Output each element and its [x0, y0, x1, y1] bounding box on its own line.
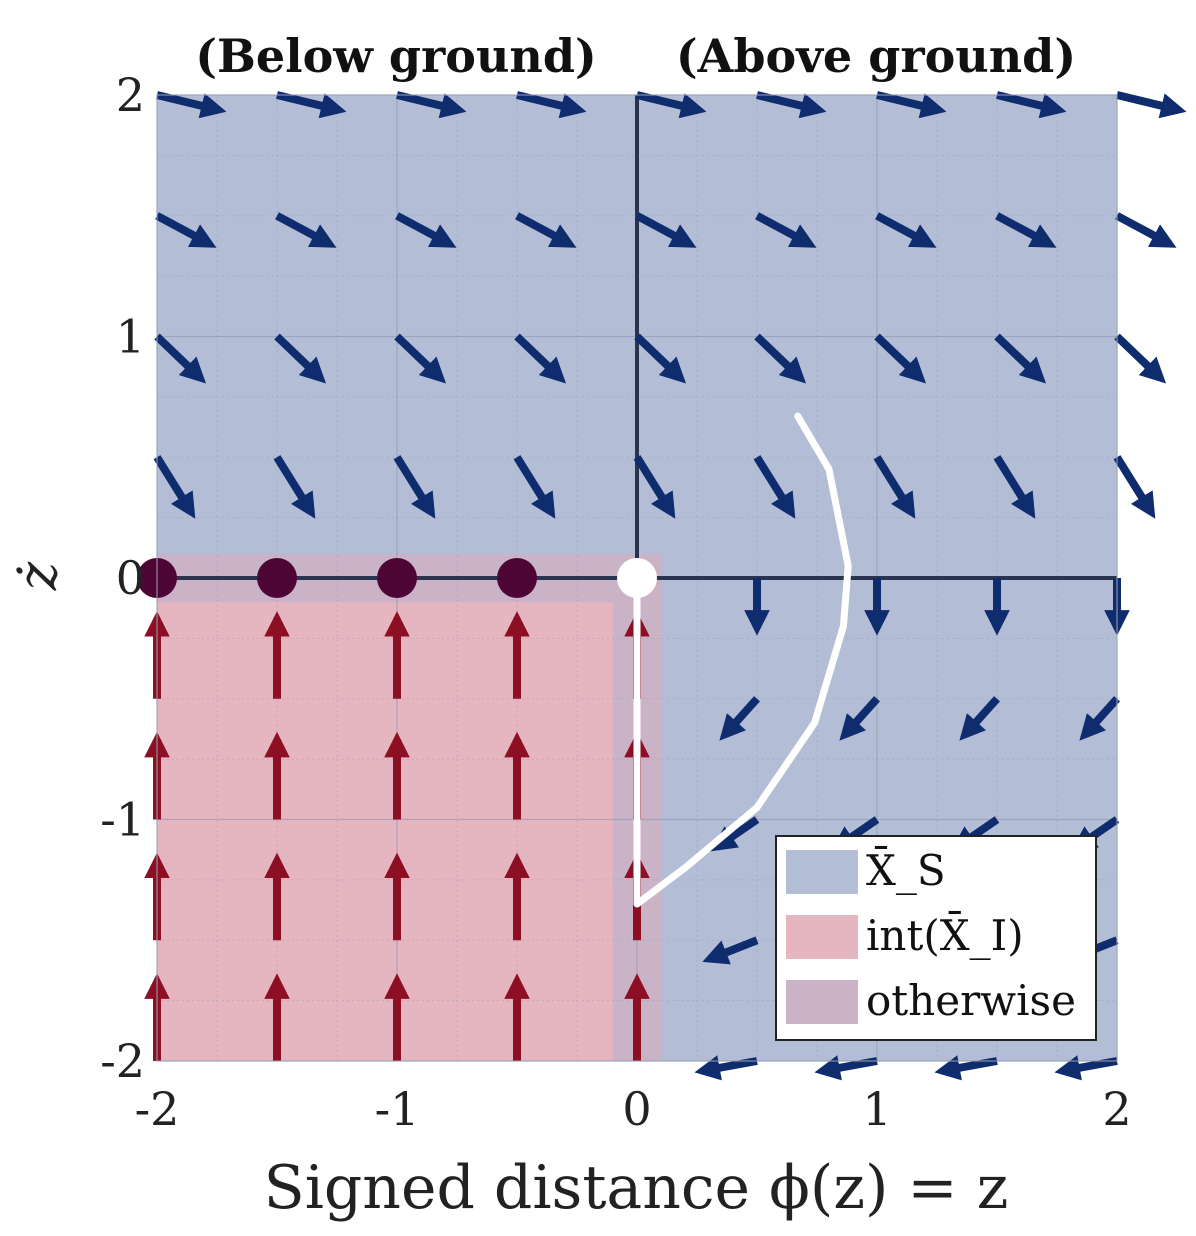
field-arrow-safe: [1114, 333, 1167, 384]
y-tick-label: -2: [100, 1034, 145, 1088]
field-arrow-safe: [1079, 696, 1120, 741]
field-arrow-safe: [275, 212, 337, 248]
field-arrow-safe: [996, 91, 1067, 119]
equilibrium-point: [257, 558, 297, 598]
equilibrium-point: [617, 558, 657, 598]
field-arrow-safe: [514, 333, 567, 384]
field-arrow-safe: [516, 91, 587, 119]
legend-swatch-interior-unsafe: [786, 915, 858, 959]
field-arrow-safe: [633, 455, 676, 519]
field-arrow-safe: [874, 333, 927, 384]
field-arrow-safe: [276, 91, 347, 119]
legend-swatch-safe: [786, 850, 858, 894]
y-axis-label: ż: [6, 561, 69, 591]
field-arrow-safe: [959, 696, 1000, 741]
field-arrow-safe: [1054, 1055, 1118, 1081]
trajectory-curve: [633, 412, 852, 908]
field-arrow-safe: [839, 696, 880, 741]
field-arrow-safe: [634, 333, 687, 384]
field-arrow-safe: [702, 936, 759, 965]
x-tick-label: -2: [135, 1082, 180, 1136]
legend: X̄_S int(X̄_I) otherwise: [775, 835, 1097, 1041]
field-arrow-safe: [515, 212, 577, 248]
field-arrow-safe: [876, 91, 947, 119]
legend-label-interior-unsafe: int(X̄_I): [866, 909, 1024, 960]
field-arrow-safe: [1115, 212, 1177, 248]
legend-swatch-otherwise: [786, 980, 858, 1024]
y-tick-label: 0: [116, 551, 145, 605]
y-tick-label: 2: [116, 68, 145, 122]
field-arrow-safe: [273, 455, 316, 519]
equilibrium-point: [377, 558, 417, 598]
x-tick-label: 1: [862, 1082, 891, 1136]
x-axis-label: Signed distance ϕ(z) = z: [264, 1153, 1009, 1223]
x-tick-labels: -2 -1 0 1 2: [135, 1082, 1132, 1136]
x-tick-label: 2: [1102, 1082, 1131, 1136]
field-arrow-safe: [635, 212, 697, 248]
field-arrow-safe: [873, 455, 916, 519]
equilibrium-point: [497, 558, 537, 598]
field-arrow-safe: [719, 696, 760, 741]
field-arrow-safe: [995, 212, 1057, 248]
field-arrow-safe: [756, 91, 827, 119]
field-arrow-safe: [993, 455, 1036, 519]
plot-frame: [156, 94, 1118, 1062]
field-arrow-safe: [1113, 455, 1156, 519]
legend-label-otherwise: otherwise: [866, 976, 1076, 1025]
field-arrow-safe: [155, 212, 217, 248]
field-arrow-safe: [393, 455, 436, 519]
field-arrow-safe: [636, 91, 707, 119]
x-tick-label: -1: [375, 1082, 420, 1136]
field-arrow-safe: [153, 455, 196, 519]
field-arrow-safe: [156, 91, 227, 119]
trajectory: [633, 412, 852, 908]
field-arrow-safe: [934, 1055, 998, 1081]
field-arrow-safe: [274, 333, 327, 384]
region-label-right: (Above ground): [676, 29, 1076, 83]
y-tick-label: 1: [116, 310, 145, 364]
field-arrow-safe: [710, 816, 760, 852]
field-arrow-safe: [396, 91, 467, 119]
field-arrow-safe: [755, 212, 817, 248]
y-tick-labels: -2 -1 0 1 2: [100, 68, 145, 1088]
y-tick-label: -1: [100, 793, 145, 847]
field-arrow-safe: [994, 333, 1047, 384]
field-arrow-safe: [814, 1055, 878, 1081]
interior-unsafe-region: [157, 602, 613, 1061]
x-tick-label: 0: [622, 1082, 651, 1136]
field-arrow-safe: [754, 333, 807, 384]
field-arrow-safe: [753, 455, 796, 519]
field-arrow-safe: [1116, 91, 1187, 119]
field-arrow-safe: [875, 212, 937, 248]
field-arrow-safe: [394, 333, 447, 384]
legend-label-safe: X̄_S: [866, 844, 946, 895]
field-arrow-safe: [154, 333, 207, 384]
equilibrium-points: [137, 558, 657, 598]
field-arrow-safe: [513, 455, 556, 519]
field-arrow-safe: [395, 212, 457, 248]
field-arrow-safe: [694, 1055, 758, 1081]
region-label-left: (Below ground): [195, 29, 597, 83]
